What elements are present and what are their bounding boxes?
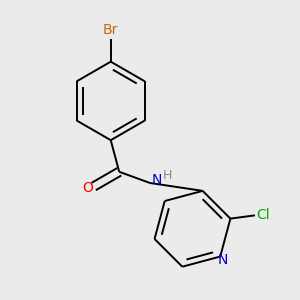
- Text: Cl: Cl: [256, 208, 270, 222]
- Text: N: N: [152, 173, 162, 188]
- Text: O: O: [82, 181, 93, 195]
- Text: H: H: [162, 169, 172, 182]
- Text: N: N: [218, 254, 228, 268]
- Text: Br: Br: [103, 23, 118, 37]
